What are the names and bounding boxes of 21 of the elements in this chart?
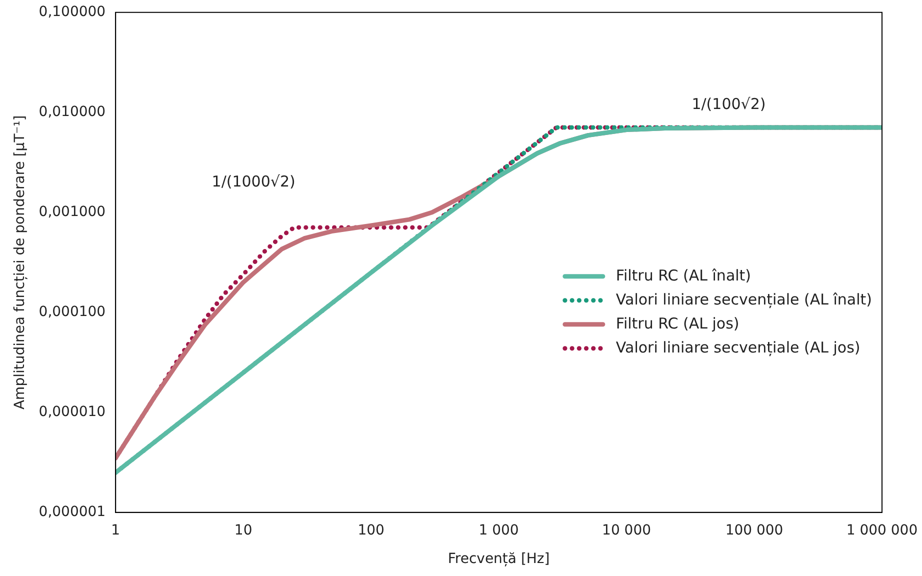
x-tick-label: 1 000 000 bbox=[846, 522, 918, 538]
legend-label: Filtru RC (AL jos) bbox=[616, 314, 740, 332]
x-axis-title: Frecvență [Hz] bbox=[448, 551, 550, 568]
x-tick-label: 1 bbox=[111, 522, 120, 538]
legend-label: Valori liniare secvențiale (AL jos) bbox=[616, 338, 860, 356]
y-tick-label: 0,001000 bbox=[38, 204, 106, 220]
y-tick-label: 0,100000 bbox=[38, 4, 106, 20]
x-tick-label: 100 000 bbox=[725, 522, 784, 538]
legend-label: Filtru RC (AL înalt) bbox=[616, 266, 752, 284]
annotation: 1/(100√2) bbox=[692, 94, 766, 113]
x-tick-label: 1 000 bbox=[478, 522, 519, 538]
x-tick-label: 100 bbox=[358, 522, 384, 538]
x-tick-label: 10 000 bbox=[602, 522, 652, 538]
y-tick-label: 0,000010 bbox=[38, 404, 106, 420]
legend-label: Valori liniare secvențiale (AL înalt) bbox=[616, 290, 872, 308]
y-tick-label: 0,010000 bbox=[38, 104, 106, 120]
y-tick-label: 0,000100 bbox=[38, 304, 106, 320]
y-axis-title: Amplitudinea funcției de ponderare [μT⁻¹] bbox=[12, 115, 28, 410]
annotation: 1/(1000√2) bbox=[212, 172, 296, 190]
x-tick-label: 10 bbox=[234, 522, 252, 538]
y-tick-label: 0,000001 bbox=[38, 504, 106, 520]
